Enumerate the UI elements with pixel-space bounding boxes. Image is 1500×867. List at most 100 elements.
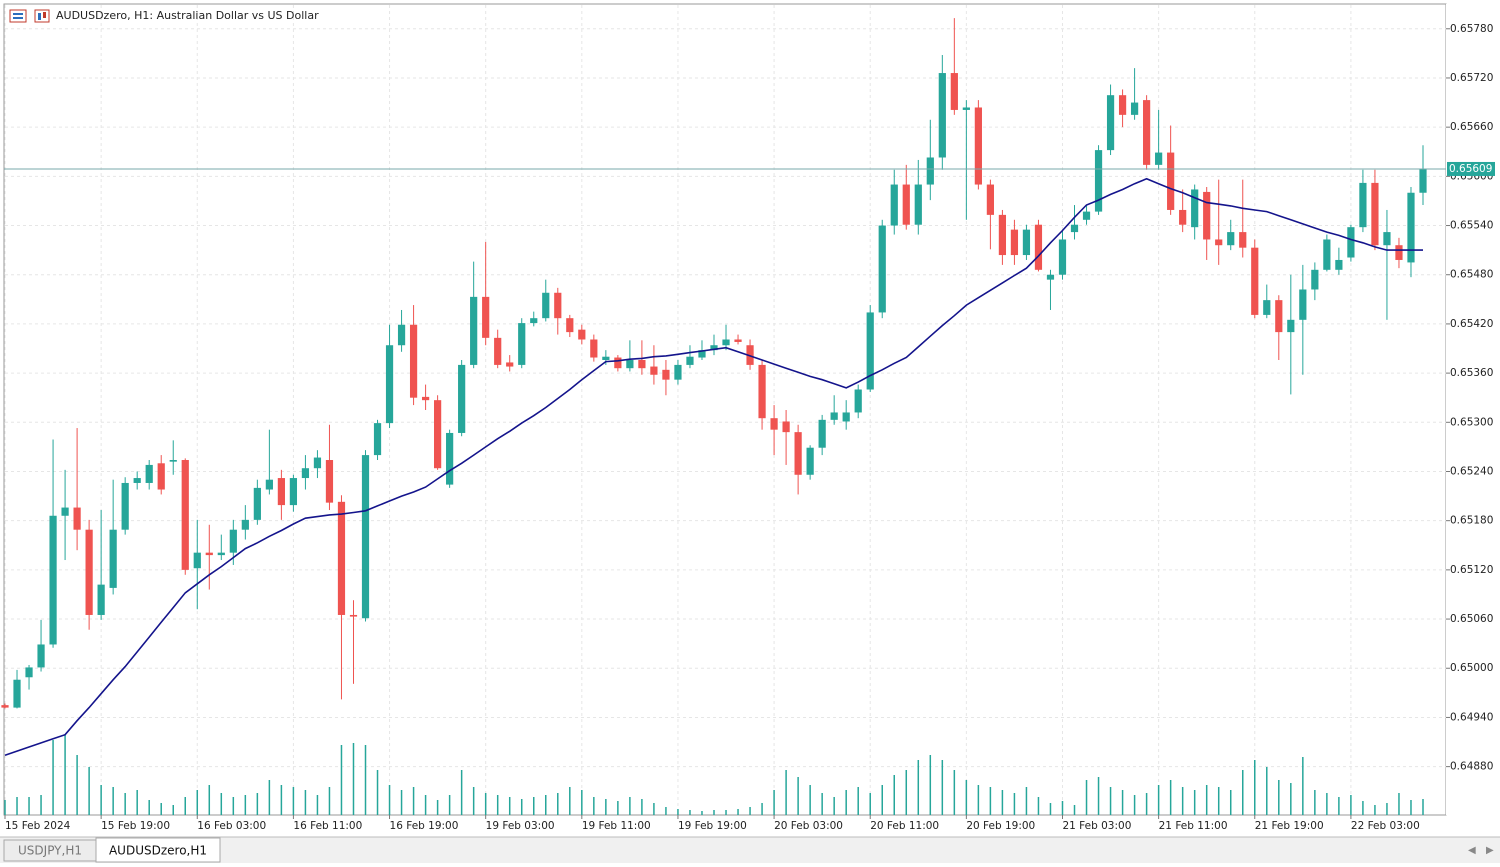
candle-body [193,552,201,569]
candle-body [782,421,790,433]
candle-body [1058,239,1067,275]
tab-label[interactable]: AUDUSDzero,H1 [109,844,207,858]
candle-body [446,432,454,485]
candle-body [1227,232,1235,246]
candle-body [554,292,562,319]
candle-body [73,507,81,530]
candle-body [734,339,742,342]
moving-average-line [4,177,1423,756]
candle-body [85,529,93,615]
candle-body [698,350,706,358]
candle-body [133,478,141,483]
candle-body [1287,319,1295,333]
candle-body [1155,152,1163,165]
candle-body [482,296,490,338]
y-tick-label: 0.64940 [1450,711,1493,723]
candle-body [998,214,1007,256]
candle-body [313,457,322,469]
y-tick-label: 0.65060 [1450,613,1493,625]
x-tick-label: 21 Feb 19:00 [1255,820,1324,832]
candle-body [974,107,982,185]
x-tick-label: 20 Feb 03:00 [774,820,843,832]
x-tick-label: 16 Feb 19:00 [390,820,459,832]
candle-body [373,423,382,456]
candle-body [157,463,165,490]
candle-body [1179,209,1187,225]
candle-body [626,359,634,369]
candle-body [1070,224,1079,233]
candle-body [97,584,105,615]
candle-body [337,501,346,615]
x-tick-label: 21 Feb 11:00 [1159,820,1228,832]
scroll-right[interactable]: ▶ [1486,845,1494,856]
price-axis [1446,4,1500,815]
candle-body [169,460,177,462]
candle-body [986,184,994,215]
candle-body [289,478,298,506]
tab-label[interactable]: USDJPY,H1 [18,844,82,858]
scroll-left[interactable]: ◀ [1468,845,1476,856]
candle-body [1407,192,1415,263]
candle-body [205,552,213,556]
candle-body [902,184,910,225]
candle-body [1299,289,1307,320]
candle-body [1251,247,1259,315]
chart-title: AUDUSDzero, H1: Australian Dollar vs US … [56,9,319,22]
candle-body [1335,259,1343,270]
candle-body [1383,232,1391,246]
x-tick-label: 21 Feb 03:00 [1062,820,1131,832]
candle-body [109,529,117,588]
candle-body [217,552,225,556]
candle-body [301,468,310,479]
y-tick-label: 0.65780 [1450,23,1493,35]
y-tick-label: 0.65000 [1450,662,1493,674]
x-tick-label: 20 Feb 11:00 [870,820,939,832]
current-price-box [1447,161,1495,176]
candle-body [397,324,406,346]
candle-body [1347,227,1355,258]
candle-body [1022,229,1031,256]
candle-body [686,356,694,365]
candle-body [13,679,21,708]
tab[interactable] [95,837,221,863]
x-tick-label: 15 Feb 19:00 [101,820,170,832]
candle-body [818,419,826,448]
candle-body [1034,224,1043,270]
icon [13,13,23,15]
y-tick-label: 0.65300 [1450,416,1493,428]
y-tick-label: 0.65240 [1450,465,1493,477]
candle-body [806,447,814,475]
candle-body [265,479,273,490]
candle-body [1167,152,1175,210]
candle-body [434,400,442,469]
candle-body [1419,168,1427,193]
candle-body [1143,100,1151,165]
y-tick-label: 0.65180 [1450,515,1493,527]
candle-body [277,478,285,506]
y-tick-label: 0.65120 [1450,564,1493,576]
candle-body [470,296,478,365]
candle-body [950,73,958,110]
candle-body [662,369,670,380]
candle-body [770,418,778,430]
symbol-icons [9,9,50,23]
candle-body [1191,189,1199,228]
candle-body [145,464,153,483]
candle-body [914,184,922,225]
candle-body [1,705,9,708]
candle-body [1106,95,1115,151]
candle-body [1046,274,1055,280]
candle-body [1215,239,1223,246]
candle-body [181,460,189,570]
x-tick-label: 19 Feb 03:00 [486,820,555,832]
candle-body [421,396,430,401]
y-tick-label: 0.65420 [1450,318,1493,330]
x-tick-label: 22 Feb 03:00 [1351,820,1420,832]
y-tick-label: 0.65360 [1450,367,1493,379]
y-tick-label: 0.64880 [1450,761,1493,773]
candle-body [590,339,598,358]
candle-body [37,644,45,668]
icon [34,9,50,23]
candle-body [1395,245,1403,260]
